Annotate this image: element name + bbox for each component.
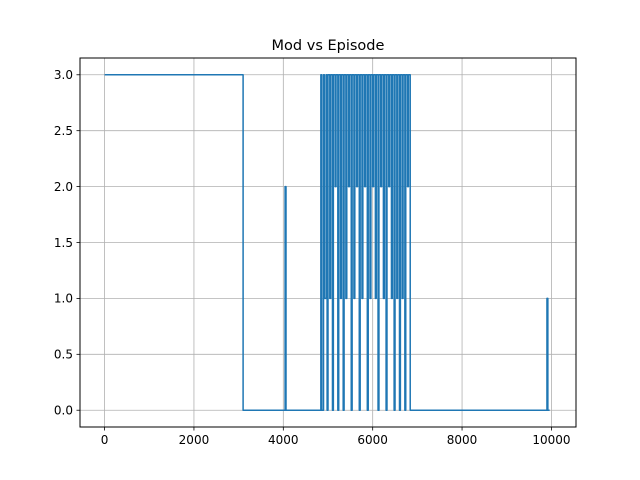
x-tick-label: 4000 xyxy=(268,433,299,447)
mod-series-line xyxy=(104,74,550,411)
x-tick-label: 0 xyxy=(101,433,109,447)
y-tick-label: 2.5 xyxy=(54,124,73,138)
y-tick-label: 0.0 xyxy=(54,404,73,418)
y-tick-label: 1.0 xyxy=(54,292,73,306)
y-tick-label: 3.0 xyxy=(54,68,73,82)
y-axis-ticks: 0.0 0.5 1.0 1.5 2.0 2.5 3.0 xyxy=(54,68,80,418)
x-tick-label: 8000 xyxy=(447,433,478,447)
y-tick-label: 1.5 xyxy=(54,236,73,250)
series-layer xyxy=(104,74,550,411)
x-axis-ticks: 0 2000 4000 6000 8000 10000 xyxy=(101,427,571,447)
x-tick-label: 6000 xyxy=(357,433,388,447)
y-tick-label: 0.5 xyxy=(54,348,73,362)
x-tick-label: 2000 xyxy=(179,433,210,447)
y-tick-label: 2.0 xyxy=(54,180,73,194)
x-tick-label: 10000 xyxy=(532,433,570,447)
chart-title: Mod vs Episode xyxy=(272,38,385,54)
